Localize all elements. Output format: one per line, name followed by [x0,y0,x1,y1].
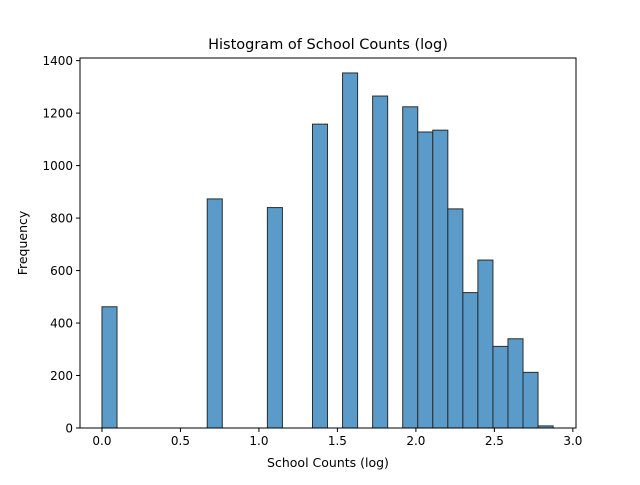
histogram-bar [477,259,494,429]
histogram-bar [462,292,479,429]
histogram-bar [101,306,118,429]
y-axis-ticks: 0 200 400 600 800 1000 1200 1400 [42,54,80,436]
y-tick-label: 0 [65,422,73,436]
bars-group [101,72,554,429]
histogram-bar [311,123,329,429]
histogram-bar [507,338,524,429]
histogram-bar [372,95,389,429]
x-tick-label: 0.5 [171,434,190,448]
y-tick-label: 800 [50,212,73,226]
chart-title: Histogram of School Counts (log) [208,37,448,53]
x-tick-label: 1.5 [328,434,347,448]
y-tick-label: 1200 [42,107,73,121]
y-tick-label: 600 [50,264,73,278]
histogram-bar [432,129,449,429]
x-tick-label: 2.0 [406,434,425,448]
histogram-bar [402,106,419,429]
x-tick-label: 0.0 [92,434,111,448]
histogram-bar [417,131,434,429]
histogram-bar [266,207,283,429]
x-tick-label: 3.0 [563,434,582,448]
histogram-bar [447,208,464,429]
histogram-bar [522,371,539,429]
x-axis-ticks: 0.0 0.5 1.0 1.5 2.0 2.5 3.0 [92,428,582,448]
y-tick-label: 1000 [42,159,73,173]
y-tick-label: 1400 [42,54,73,68]
x-axis-label: School Counts (log) [267,455,389,470]
histogram-bar [342,72,359,429]
histogram-bar [492,345,509,429]
plot-frame [79,57,577,429]
y-axis-label: Frequency [15,210,30,275]
y-tick-label: 400 [50,317,73,331]
histogram-bar [206,198,223,429]
x-tick-label: 1.0 [249,434,268,448]
x-tick-label: 2.5 [485,434,504,448]
y-tick-label: 200 [50,369,73,383]
